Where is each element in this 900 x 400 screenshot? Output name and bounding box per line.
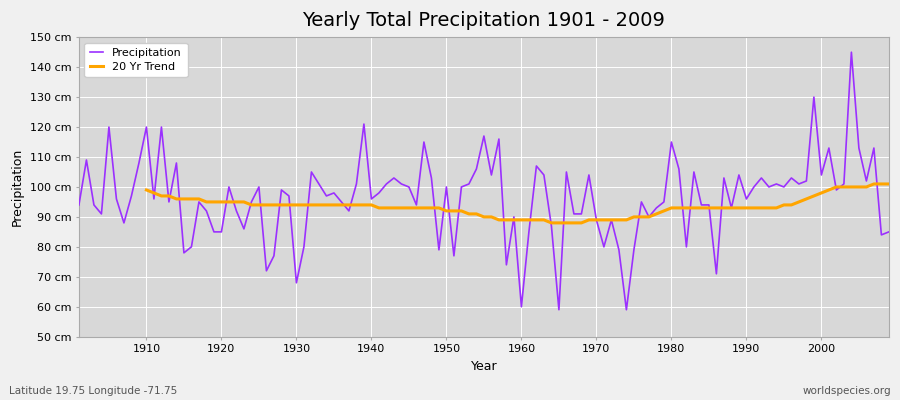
Legend: Precipitation, 20 Yr Trend: Precipitation, 20 Yr Trend bbox=[85, 43, 187, 78]
Precipitation bbox=[884, 230, 895, 234]
20 Yr Trend bbox=[546, 220, 557, 225]
X-axis label: Year: Year bbox=[471, 360, 497, 373]
20 Yr Trend bbox=[284, 202, 294, 207]
Precipitation bbox=[344, 208, 355, 213]
20 Yr Trend bbox=[591, 218, 602, 222]
Line: Precipitation: Precipitation bbox=[79, 52, 889, 310]
Line: 20 Yr Trend: 20 Yr Trend bbox=[147, 184, 889, 223]
20 Yr Trend bbox=[141, 188, 152, 192]
Precipitation bbox=[516, 304, 526, 309]
Precipitation bbox=[74, 202, 85, 207]
20 Yr Trend bbox=[524, 218, 535, 222]
20 Yr Trend bbox=[831, 184, 842, 189]
20 Yr Trend bbox=[313, 202, 324, 207]
20 Yr Trend bbox=[868, 182, 879, 186]
20 Yr Trend bbox=[853, 184, 864, 189]
Precipitation bbox=[508, 214, 519, 219]
Text: worldspecies.org: worldspecies.org bbox=[803, 386, 891, 396]
Y-axis label: Precipitation: Precipitation bbox=[11, 148, 24, 226]
Text: Latitude 19.75 Longitude -71.75: Latitude 19.75 Longitude -71.75 bbox=[9, 386, 177, 396]
Precipitation bbox=[133, 161, 144, 166]
Precipitation bbox=[846, 50, 857, 54]
20 Yr Trend bbox=[884, 182, 895, 186]
Precipitation bbox=[299, 244, 310, 249]
Title: Yearly Total Precipitation 1901 - 2009: Yearly Total Precipitation 1901 - 2009 bbox=[302, 11, 665, 30]
Precipitation bbox=[614, 248, 625, 252]
Precipitation bbox=[554, 307, 564, 312]
